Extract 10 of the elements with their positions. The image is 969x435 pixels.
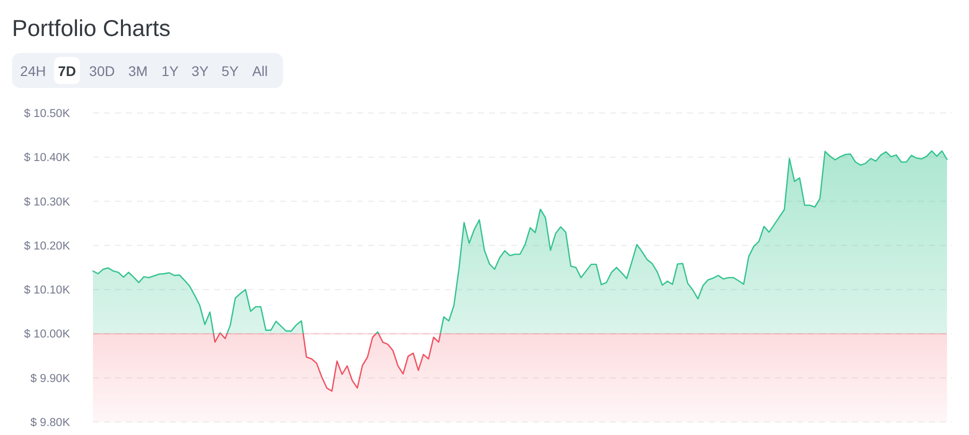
y-tick-label: $ 10.00K (24, 328, 70, 341)
chart-title: Portfolio Charts (12, 15, 171, 41)
y-tick-label: $ 10.20K (24, 240, 70, 252)
y-tick-label: $ 9.80K (30, 417, 70, 429)
y-tick-label: $ 10.40K (24, 152, 70, 164)
y-tick-label: $ 10.10K (24, 284, 70, 297)
y-tick-label: $ 10.50K (24, 108, 70, 120)
range-selector: 24H 7D 30D 3M 1Y 3Y 5Y All (12, 53, 283, 88)
y-tick-label: $ 10.30K (24, 196, 70, 208)
y-tick-label: $ 9.90K (30, 372, 70, 385)
